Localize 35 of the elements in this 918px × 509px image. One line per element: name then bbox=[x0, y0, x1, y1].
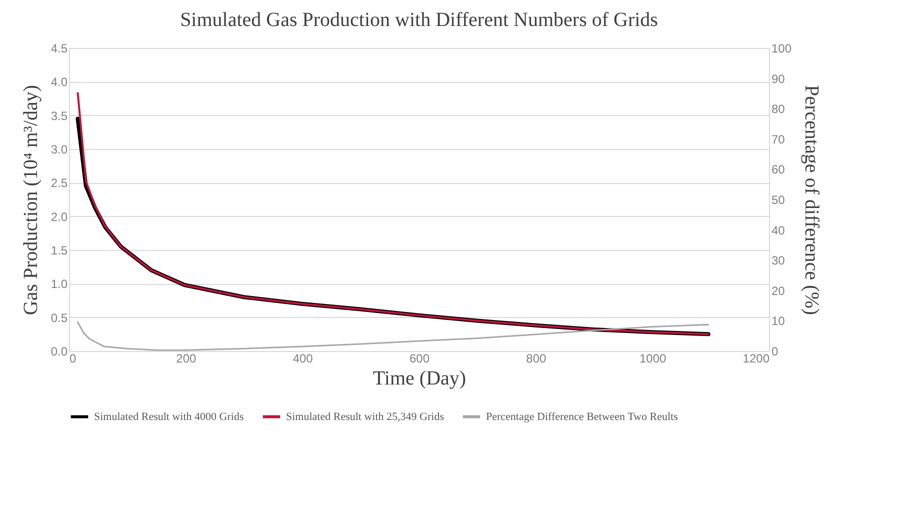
y-tick-label: 0.5 bbox=[50, 310, 68, 325]
y-tick-label: 4.0 bbox=[50, 75, 68, 90]
y-tick-label: 2.0 bbox=[50, 210, 68, 224]
y2-tick-label: 30 bbox=[772, 254, 786, 268]
y2-tick-label: 100 bbox=[772, 42, 792, 56]
x-tick-label: 0 bbox=[70, 352, 76, 366]
y-tick-label: 3.0 bbox=[50, 142, 68, 156]
y2-tick-label: 40 bbox=[772, 223, 786, 238]
y-tick-label: 4.5 bbox=[50, 42, 68, 56]
line-series bbox=[77, 321, 710, 351]
y2-tick-label: 10 bbox=[772, 314, 786, 328]
chart-title: Simulated Gas Production with Different Numbers of Grids bbox=[180, 9, 658, 31]
y-tick-label: 1.5 bbox=[50, 244, 68, 258]
y-tick-label: 0.0 bbox=[50, 344, 68, 358]
y2-axis-title: Percentage of difference (%) bbox=[800, 84, 823, 316]
y2-tick-label: 60 bbox=[772, 162, 786, 177]
y2-tick-label: 90 bbox=[772, 72, 786, 86]
legend-label: Simulated Result with 25,349 Grids bbox=[286, 410, 444, 423]
x-tick-label: 1000 bbox=[639, 352, 667, 366]
legend-label: Percentage Difference Between Two Reults bbox=[486, 410, 678, 423]
x-tick-label: 400 bbox=[292, 352, 314, 366]
legend-label: Simulated Result with 4000 Grids bbox=[94, 410, 244, 423]
x-tick-label: 1200 bbox=[742, 352, 770, 366]
y-tick-label: 2.5 bbox=[50, 176, 68, 190]
y2-tick-label: 70 bbox=[772, 132, 786, 146]
y-tick-label: 1.0 bbox=[50, 277, 68, 292]
y2-tick-label: 80 bbox=[772, 102, 786, 116]
x-axis-title: Time (Day) bbox=[372, 368, 466, 390]
y-tick-label: 3.5 bbox=[50, 108, 68, 123]
y2-tick-label: 50 bbox=[772, 193, 786, 207]
x-tick-label: 600 bbox=[409, 352, 430, 366]
y-axis-title: Gas Production (10⁴ m³/day) bbox=[20, 84, 42, 316]
y2-tick-label: 20 bbox=[772, 284, 786, 298]
x-tick-label: 200 bbox=[176, 352, 196, 366]
x-tick-label: 800 bbox=[526, 352, 546, 366]
